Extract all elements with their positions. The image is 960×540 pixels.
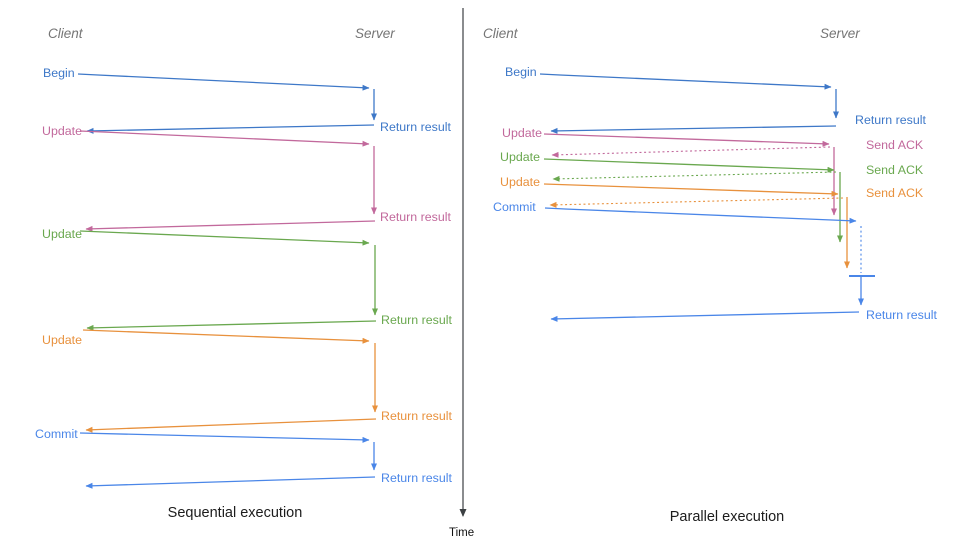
seq-update2-label: Update [42, 227, 82, 241]
par-update1-ack-line [551, 146, 831, 158]
time-axis-label: Time [449, 527, 474, 539]
seq-server-header: Server [355, 26, 395, 41]
seq-begin-label: Begin [43, 66, 75, 80]
seq-update2-request-line [79, 230, 370, 246]
par-commit-label: Commit [493, 200, 536, 214]
seq-update3-request-line [82, 329, 370, 344]
par-update1-label: Update [502, 126, 542, 140]
seq-update3-label: Update [42, 333, 82, 347]
seq-commit-request-line [79, 432, 370, 443]
seq-update1-return-line [85, 220, 376, 232]
seq-update3-return-line [85, 418, 377, 433]
seq-commit-return-label: Return result [381, 471, 452, 485]
seq-commit-label: Commit [35, 427, 78, 441]
par-update2-ack-label: Send ACK [866, 163, 924, 177]
par-update2-request-line [543, 158, 835, 173]
par-begin-request-line [539, 73, 832, 90]
seq-begin-return-label: Return result [380, 120, 451, 134]
seq-update2-return-label: Return result [381, 313, 452, 327]
seq-commit-return-line [85, 476, 376, 489]
seq-update1-return-label: Return result [380, 210, 451, 224]
par-update3-ack-label: Send ACK [866, 186, 924, 200]
par-update1-ack-label: Send ACK [866, 138, 924, 152]
par-begin-return-label: Return result [855, 113, 926, 127]
seq-begin-request-line [77, 73, 370, 91]
seq-update2-return-line [86, 320, 377, 331]
par-update3-request-line [543, 183, 839, 197]
par-caption: Parallel execution [670, 509, 784, 525]
par-begin-return-line [550, 125, 837, 134]
par-update1-request-line [543, 133, 830, 147]
par-client-header: Client [483, 26, 519, 41]
seq-client-header: Client [48, 26, 84, 41]
seq-update1-request-line [79, 130, 370, 147]
seq-caption: Sequential execution [168, 505, 303, 521]
par-update3-ack-line [549, 197, 844, 208]
seq-update1-label: Update [42, 124, 82, 138]
seq-update3-return-label: Return result [381, 409, 452, 423]
par-commit-return-label: Return result [866, 308, 937, 322]
par-update3-label: Update [500, 175, 540, 189]
par-commit-return-line [550, 311, 860, 322]
par-commit-request-line [544, 207, 857, 224]
par-update2-label: Update [500, 150, 540, 164]
par-update2-ack-line [552, 171, 837, 182]
par-server-header: Server [820, 26, 860, 41]
seq-begin-return-line [86, 124, 375, 134]
par-begin-label: Begin [505, 65, 537, 79]
